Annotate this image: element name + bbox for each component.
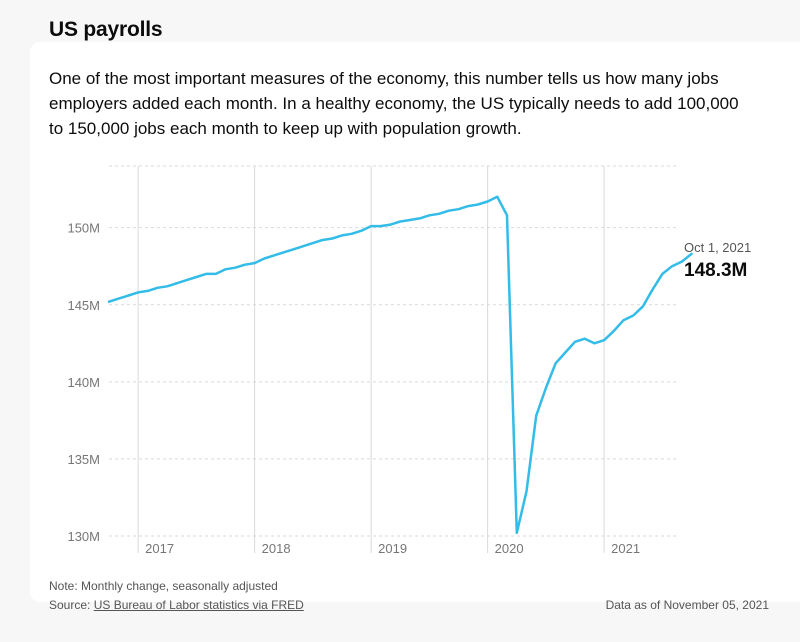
- payrolls-line: [107, 195, 693, 535]
- latest-value-label: 148.3M: [684, 260, 747, 281]
- y-tick-label: 145M: [67, 298, 100, 313]
- chart-title: US payrolls: [49, 18, 163, 41]
- chart-card: [30, 42, 800, 602]
- footnote: Note: Monthly change, seasonally adjuste…: [49, 579, 278, 593]
- data-as-of: Data as of November 05, 2021: [605, 598, 769, 612]
- vertical-gridlines: [137, 166, 605, 553]
- x-axis-tick-labels: 2017 2018 2019 2020 2021: [145, 541, 640, 556]
- source-link[interactable]: US Bureau of Labor statistics via FRED: [93, 598, 304, 612]
- source-line: Source: US Bureau of Labor statistics vi…: [49, 598, 304, 612]
- y-tick-label: 150M: [67, 221, 100, 236]
- x-tick-label: 2017: [145, 541, 174, 556]
- latest-date-label: Oct 1, 2021: [684, 240, 751, 255]
- x-tick-label: 2020: [495, 541, 524, 556]
- x-tick-label: 2018: [262, 541, 291, 556]
- chart-description: One of the most important measures of th…: [49, 69, 739, 138]
- x-tick-label: 2021: [611, 541, 640, 556]
- y-tick-label: 140M: [67, 375, 100, 390]
- y-axis-tick-labels: 130M 135M 140M 145M 150M: [67, 221, 100, 544]
- horizontal-gridlines: [109, 165, 678, 537]
- x-tick-label: 2019: [378, 541, 407, 556]
- y-tick-label: 130M: [67, 529, 100, 544]
- source-prefix: Source:: [49, 598, 94, 612]
- y-tick-label: 135M: [67, 452, 100, 467]
